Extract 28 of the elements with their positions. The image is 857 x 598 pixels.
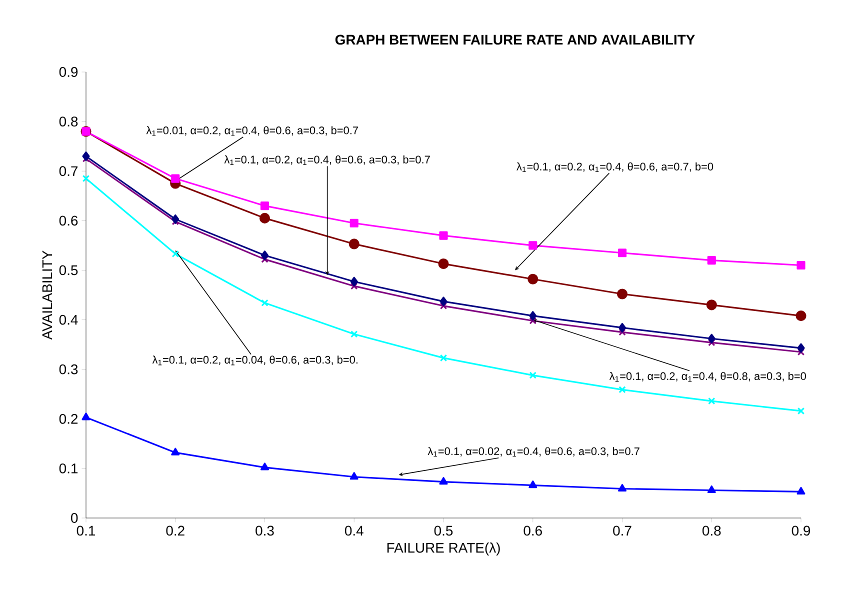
x-tick-label: 0.7 <box>613 526 632 536</box>
annotation: λ$_{1}$=0.1, α=0.2, α$_{1}$=0.4, θ=0.6, a=0.3, b=0.7 <box>224 155 430 165</box>
y-tick-label: 0.8 <box>59 116 78 126</box>
y-tick-label: 0 <box>71 513 78 523</box>
y-tick-label: 0.7 <box>59 166 78 176</box>
y-tick-label: 0.2 <box>59 414 78 424</box>
y-tick-label: 0.5 <box>59 265 78 276</box>
annotation: λ$_{1}$=0.1, α=0.2, α$_{1}$=0.04, θ=0.6, a=0.3, b=0. <box>152 356 358 366</box>
y-axis-title: AVAILABILITY <box>42 250 52 340</box>
annotation: λ$_{1}$=0.1, α=0.02, α$_{1}$=0.4, θ=0.6, a=0.3, b=0.7 <box>428 447 640 457</box>
y-tick-label: 0.3 <box>59 364 78 374</box>
x-tick-label: 0.1 <box>76 526 96 536</box>
x-tick-label: 0.3 <box>256 526 274 536</box>
annotation: λ$_{1}$=0.01, α=0.2, α$_{1}$=0.4, θ=0.6, a=0.3, b=0.7 <box>146 126 358 136</box>
annotation: λ$_{1}$=0.1, α=0.2, α$_{1}$=0.4, θ=0.8, a=0.3, b=0 <box>609 372 806 382</box>
x-tick-label: 0.2 <box>166 526 184 536</box>
x-axis-title: FAILURE RATE(λ) <box>387 542 500 556</box>
y-tick-label: 0.6 <box>59 216 78 226</box>
y-tick-label: 0.4 <box>59 314 78 325</box>
x-tick-label: 0.5 <box>434 526 453 536</box>
chart-title: GRAPH BETWEEN FAILURE RATE AND AVAILABILITY <box>335 34 695 45</box>
x-tick-label: 0.9 <box>792 526 810 536</box>
x-tick-label: 0.8 <box>702 526 721 536</box>
y-tick-label: 0.9 <box>59 67 78 77</box>
annotation: λ$_{1}$=0.1, α=0.2, α$_{1}$=0.4, θ=0.6, a=0.7, b=0 <box>516 162 714 172</box>
x-tick-label: 0.6 <box>524 526 542 536</box>
y-tick-label: 0.1 <box>59 463 78 474</box>
x-tick-label: 0.4 <box>344 526 364 536</box>
